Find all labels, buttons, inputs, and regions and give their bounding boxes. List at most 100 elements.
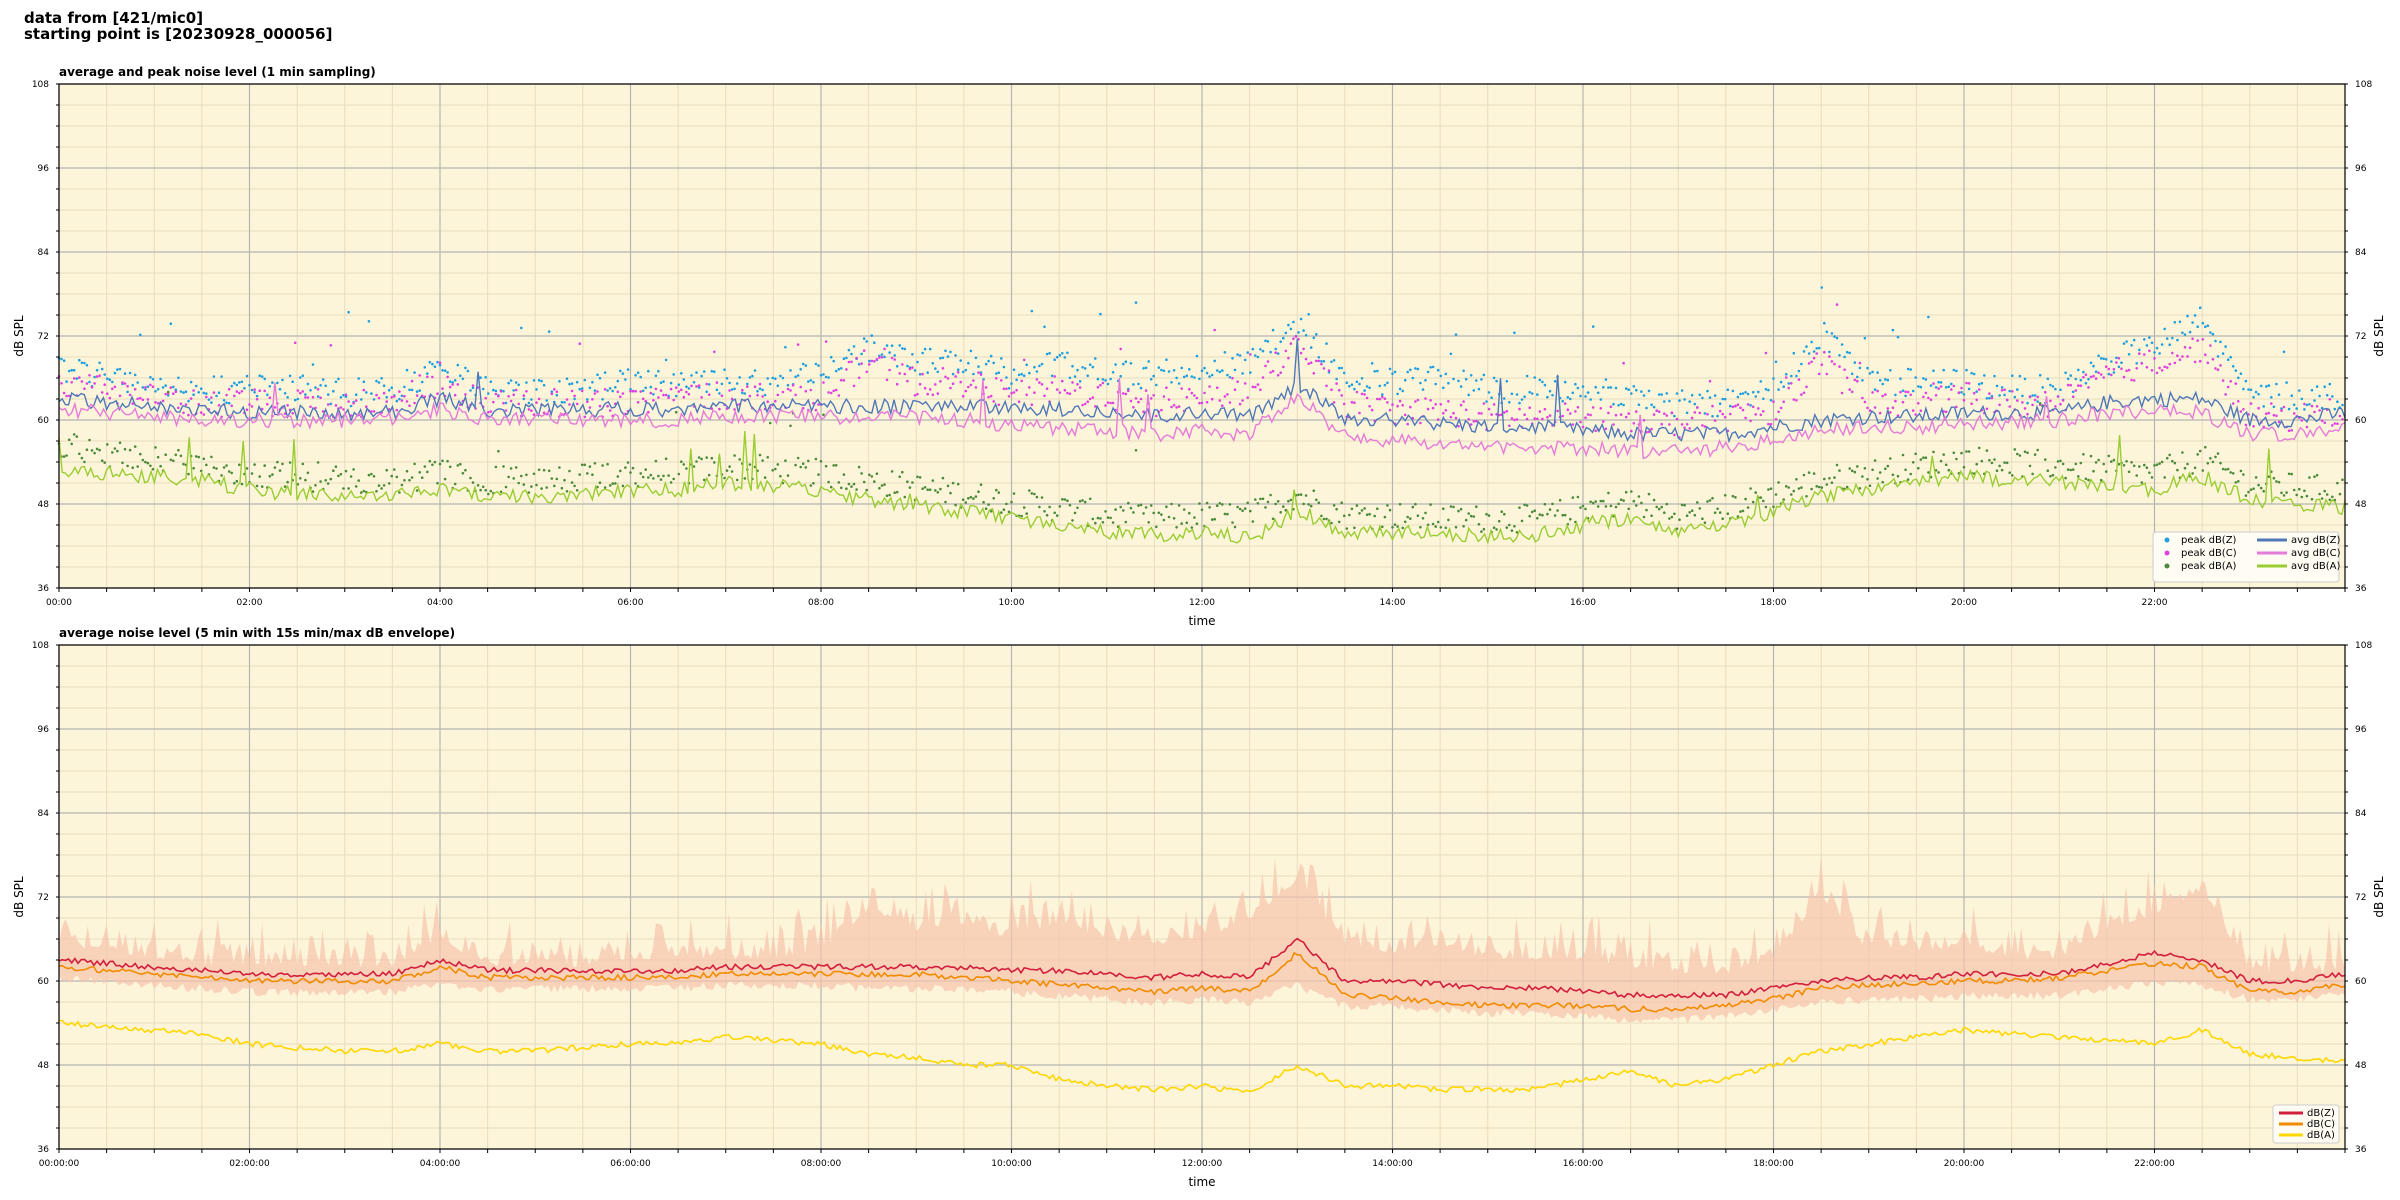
data-point xyxy=(1165,386,1168,390)
data-point xyxy=(62,359,66,363)
data-point xyxy=(2201,321,2205,325)
data-point xyxy=(1469,423,1473,426)
series-peak-db-a- xyxy=(57,390,2344,534)
data-point xyxy=(1259,497,1262,501)
data-point xyxy=(1769,487,1773,491)
data-point xyxy=(1228,401,1232,404)
data-point xyxy=(1962,398,1966,402)
data-point xyxy=(707,383,711,386)
data-point xyxy=(807,380,810,383)
data-point xyxy=(664,457,668,461)
data-point xyxy=(1960,451,1963,455)
x-tick-label: 04:00:00 xyxy=(420,1159,461,1169)
data-point xyxy=(187,399,190,403)
data-point xyxy=(1259,388,1262,392)
data-point xyxy=(2104,358,2108,361)
data-point xyxy=(1447,400,1450,403)
data-point xyxy=(502,465,505,468)
data-point xyxy=(509,399,513,403)
data-point xyxy=(1871,468,1874,472)
data-point xyxy=(1406,515,1409,519)
data-point xyxy=(123,372,127,375)
data-point xyxy=(2056,460,2060,463)
data-point xyxy=(1546,395,1549,399)
data-point xyxy=(2013,395,2017,399)
data-point xyxy=(2097,371,2100,375)
data-point xyxy=(418,389,422,392)
data-point xyxy=(205,395,208,399)
data-point xyxy=(1442,507,1445,511)
data-point xyxy=(542,468,546,472)
data-point xyxy=(1647,492,1651,496)
data-point xyxy=(746,385,749,388)
data-point xyxy=(448,465,452,469)
data-point xyxy=(2277,393,2281,397)
data-point xyxy=(2308,403,2311,406)
data-point xyxy=(1167,398,1171,401)
data-point xyxy=(680,460,683,464)
data-point xyxy=(1551,393,1554,397)
data-point xyxy=(1520,398,1524,401)
data-point xyxy=(225,464,228,467)
data-point xyxy=(1401,389,1404,393)
data-point xyxy=(2333,407,2337,411)
data-point xyxy=(1330,360,1333,364)
data-point xyxy=(2206,462,2210,465)
data-point xyxy=(723,368,726,372)
data-point xyxy=(1172,369,1176,372)
data-point xyxy=(2023,377,2027,381)
data-point xyxy=(1165,358,1168,362)
data-point xyxy=(2196,453,2199,456)
data-point xyxy=(1543,502,1547,506)
data-point xyxy=(677,383,681,387)
data-point xyxy=(1828,355,1831,358)
data-point xyxy=(1607,411,1610,415)
data-point xyxy=(1995,469,1999,473)
data-point xyxy=(2163,476,2166,479)
data-point xyxy=(1467,393,1470,397)
data-point xyxy=(1795,374,1798,378)
data-point xyxy=(2148,336,2151,339)
data-point xyxy=(309,389,312,392)
data-point xyxy=(2310,388,2314,392)
data-point xyxy=(1467,418,1470,421)
data-point xyxy=(512,393,515,397)
data-point xyxy=(1462,400,1465,403)
data-point xyxy=(2059,402,2062,406)
data-point xyxy=(1561,414,1564,418)
data-point xyxy=(464,468,467,472)
data-point xyxy=(2336,481,2339,485)
data-point xyxy=(1388,508,1392,512)
data-point xyxy=(459,462,462,466)
data-point xyxy=(88,438,91,442)
data-point xyxy=(1853,378,1857,382)
data-point xyxy=(2056,395,2060,398)
data-point xyxy=(260,375,264,378)
data-point xyxy=(2201,338,2205,341)
data-point xyxy=(1436,418,1440,421)
data-point xyxy=(2183,333,2187,336)
data-point xyxy=(906,480,909,484)
data-point xyxy=(756,390,759,393)
data-point xyxy=(1579,506,1582,510)
data-point xyxy=(126,464,129,468)
data-point xyxy=(263,464,267,467)
data-point xyxy=(1751,390,1755,394)
data-point xyxy=(1376,369,1379,373)
data-point xyxy=(2168,453,2171,457)
data-point xyxy=(1454,416,1458,420)
data-point xyxy=(718,392,721,395)
data-point xyxy=(2176,338,2179,342)
data-point xyxy=(90,449,94,452)
data-point xyxy=(2221,352,2225,355)
data-point xyxy=(400,399,404,402)
data-point xyxy=(1817,346,1821,350)
data-point xyxy=(1871,391,1874,394)
data-point xyxy=(1825,372,1829,376)
data-point xyxy=(106,443,109,446)
data-point xyxy=(1457,509,1460,513)
data-point xyxy=(974,386,978,389)
data-point xyxy=(182,391,185,394)
data-point xyxy=(1353,387,1356,391)
data-point xyxy=(1477,412,1481,415)
